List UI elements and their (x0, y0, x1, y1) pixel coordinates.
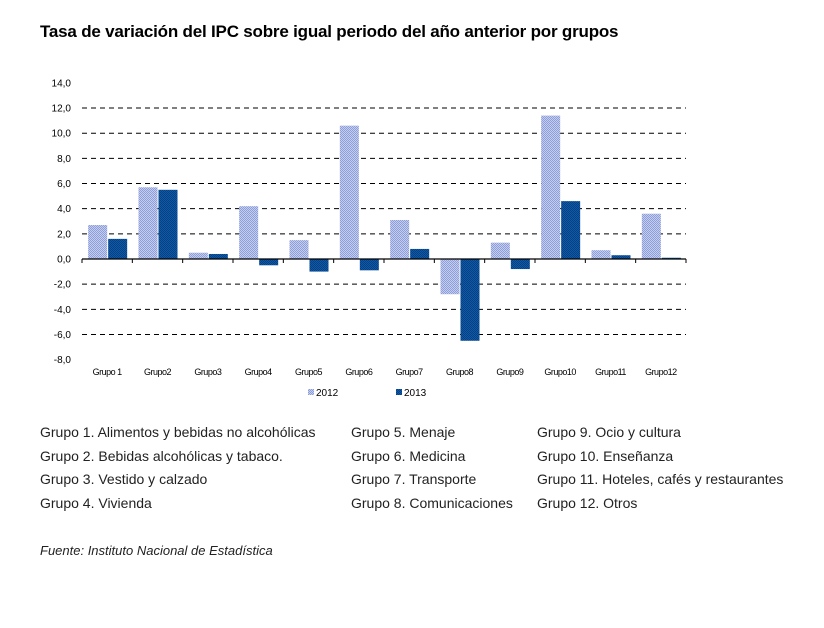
y-tick-label: 6,0 (57, 179, 71, 190)
x-category-label: Grupo12 (645, 367, 677, 377)
x-category-label: Grupo7 (396, 367, 424, 377)
bars (88, 115, 681, 341)
chart-legend: 2012 2013 (308, 388, 427, 399)
group-description: Grupo 8. Comunicaciones (351, 494, 513, 511)
group-description: Grupo 2. Bebidas alcohólicas y tabaco. (40, 447, 283, 464)
group-description: Grupo 3. Vestido y calzado (40, 471, 208, 487)
bar-2013-grupo5 (309, 259, 329, 272)
bar-2012-grupo8 (440, 259, 460, 295)
groups-column-2: Grupo 5. Menaje Grupo 6. Medicina Grupo … (351, 424, 513, 518)
x-category-label: Grupo11 (595, 367, 626, 377)
bar-2013-grupo4 (259, 259, 279, 266)
chart-title: Tasa de variación del IPC sobre igual pe… (40, 22, 619, 41)
bar-2013-grupo9 (510, 259, 530, 270)
group-description: Grupo 12. Otros (537, 494, 638, 511)
x-category-label: Grupo4 (245, 367, 273, 377)
bar-2012-grupo1 (88, 225, 108, 259)
group-description: Grupo 9. Ocio y cultura (537, 424, 681, 440)
bar-2013-grupo8 (460, 259, 480, 341)
bar-2012-grupo2 (138, 187, 158, 259)
gridlines (82, 107, 686, 335)
group-description: Grupo 4. Vivienda (40, 494, 152, 511)
bar-2012-grupo4 (239, 206, 259, 259)
bar-chart: 14,0 12,0 10,0 8,0 6,0 4,0 2,0 0,0 -2,0 -4,0 -6,0 -… (52, 78, 687, 399)
group-description: Grupo 6. Medicina (351, 447, 466, 464)
x-category-label: Grupo2 (144, 367, 172, 377)
bar-2012-grupo7 (390, 220, 410, 259)
y-tick-label: 14,0 (52, 78, 72, 89)
x-axis (81, 258, 687, 263)
x-axis-labels: Grupo 1 Grupo2 Grupo3 Grupo4 Grupo5 Grupo6 Gru… (93, 367, 678, 377)
x-category-label: Grupo 1 (93, 367, 123, 377)
x-category-label: Grupo5 (295, 367, 323, 377)
bar-2013-grupo10 (561, 201, 581, 259)
x-category-label: Grupo9 (496, 367, 524, 377)
bar-2012-grupo3 (188, 252, 208, 259)
source-note: Fuente: Instituto Nacional de Estadístic… (40, 543, 273, 558)
legend-label-2012: 2012 (316, 388, 339, 399)
group-description: Grupo 11. Hoteles, cafés y restaurantes (537, 471, 784, 487)
y-tick-label: 4,0 (57, 204, 71, 215)
group-description: Grupo 5. Menaje (351, 424, 456, 440)
legend-swatch-2012 (308, 389, 314, 395)
x-category-label: Grupo8 (446, 367, 474, 377)
y-tick-label: -8,0 (54, 355, 72, 366)
y-tick-label: -2,0 (54, 280, 72, 291)
legend-swatch-2013 (396, 389, 402, 395)
x-category-label: Grupo10 (544, 367, 576, 377)
bar-2013-grupo3 (208, 253, 228, 259)
bar-2013-grupo2 (158, 189, 178, 259)
bar-2013-grupo6 (359, 259, 379, 271)
y-tick-label: 0,0 (57, 255, 71, 266)
x-category-label: Grupo3 (194, 367, 222, 377)
groups-column-3: Grupo 9. Ocio y cultura Grupo 10. Enseña… (537, 424, 783, 518)
y-tick-label: 2,0 (57, 229, 71, 240)
group-description: Grupo 7. Transporte (351, 471, 477, 487)
bar-2013-grupo7 (410, 248, 430, 259)
y-tick-label: 8,0 (57, 154, 71, 165)
bar-2012-grupo6 (339, 125, 359, 259)
y-tick-label: 12,0 (52, 104, 72, 115)
group-description: Grupo 10. Enseñanza (537, 447, 674, 464)
bar-2012-grupo5 (289, 240, 309, 259)
bar-2012-grupo11 (591, 250, 611, 259)
group-description: Grupo 1. Alimentos y bebidas no alcohóli… (40, 424, 316, 440)
bar-2013-grupo11 (611, 255, 631, 259)
y-axis-ticks: 14,0 12,0 10,0 8,0 6,0 4,0 2,0 0,0 -2,0 -4,0 -6,0 -… (52, 78, 72, 366)
bar-2012-grupo12 (641, 213, 661, 259)
bar-2012-grupo10 (541, 115, 561, 259)
y-tick-label: -6,0 (54, 330, 72, 341)
y-tick-label: -4,0 (54, 305, 72, 316)
bar-2012-grupo9 (490, 242, 510, 259)
legend-label-2013: 2013 (404, 388, 427, 399)
x-category-label: Grupo6 (345, 367, 373, 377)
groups-column-1: Grupo 1. Alimentos y bebidas no alcohóli… (40, 424, 316, 518)
bar-2013-grupo1 (108, 238, 128, 259)
y-tick-label: 10,0 (52, 129, 72, 140)
